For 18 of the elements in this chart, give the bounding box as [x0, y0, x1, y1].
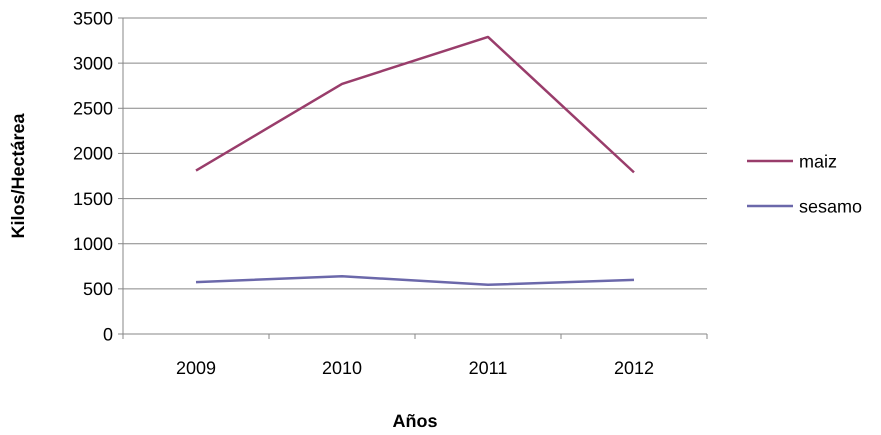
- x-axis-title: Años: [392, 411, 438, 431]
- x-tick-label: 2012: [614, 358, 654, 378]
- y-axis-title: Kilos/Hectárea: [8, 112, 28, 239]
- x-tick-label: 2009: [176, 358, 216, 378]
- y-tick-label: 500: [82, 279, 113, 300]
- x-tick-label: 2010: [322, 358, 362, 378]
- y-tick-label: 2500: [72, 98, 113, 119]
- y-tick-label: 3500: [72, 8, 113, 28]
- line-series: [194, 274, 636, 286]
- legend-label: maiz: [799, 151, 838, 172]
- line-series: [194, 36, 636, 174]
- x-tick-label: 2011: [468, 358, 508, 378]
- y-tick-label: 1000: [72, 234, 113, 254]
- y-tick-label: 1500: [72, 188, 113, 209]
- y-tick-label: 3000: [72, 53, 113, 74]
- y-tick-label: 0: [102, 324, 113, 344]
- legend-label: sesamo: [799, 196, 862, 216]
- y-tick-label: 2000: [72, 144, 113, 164]
